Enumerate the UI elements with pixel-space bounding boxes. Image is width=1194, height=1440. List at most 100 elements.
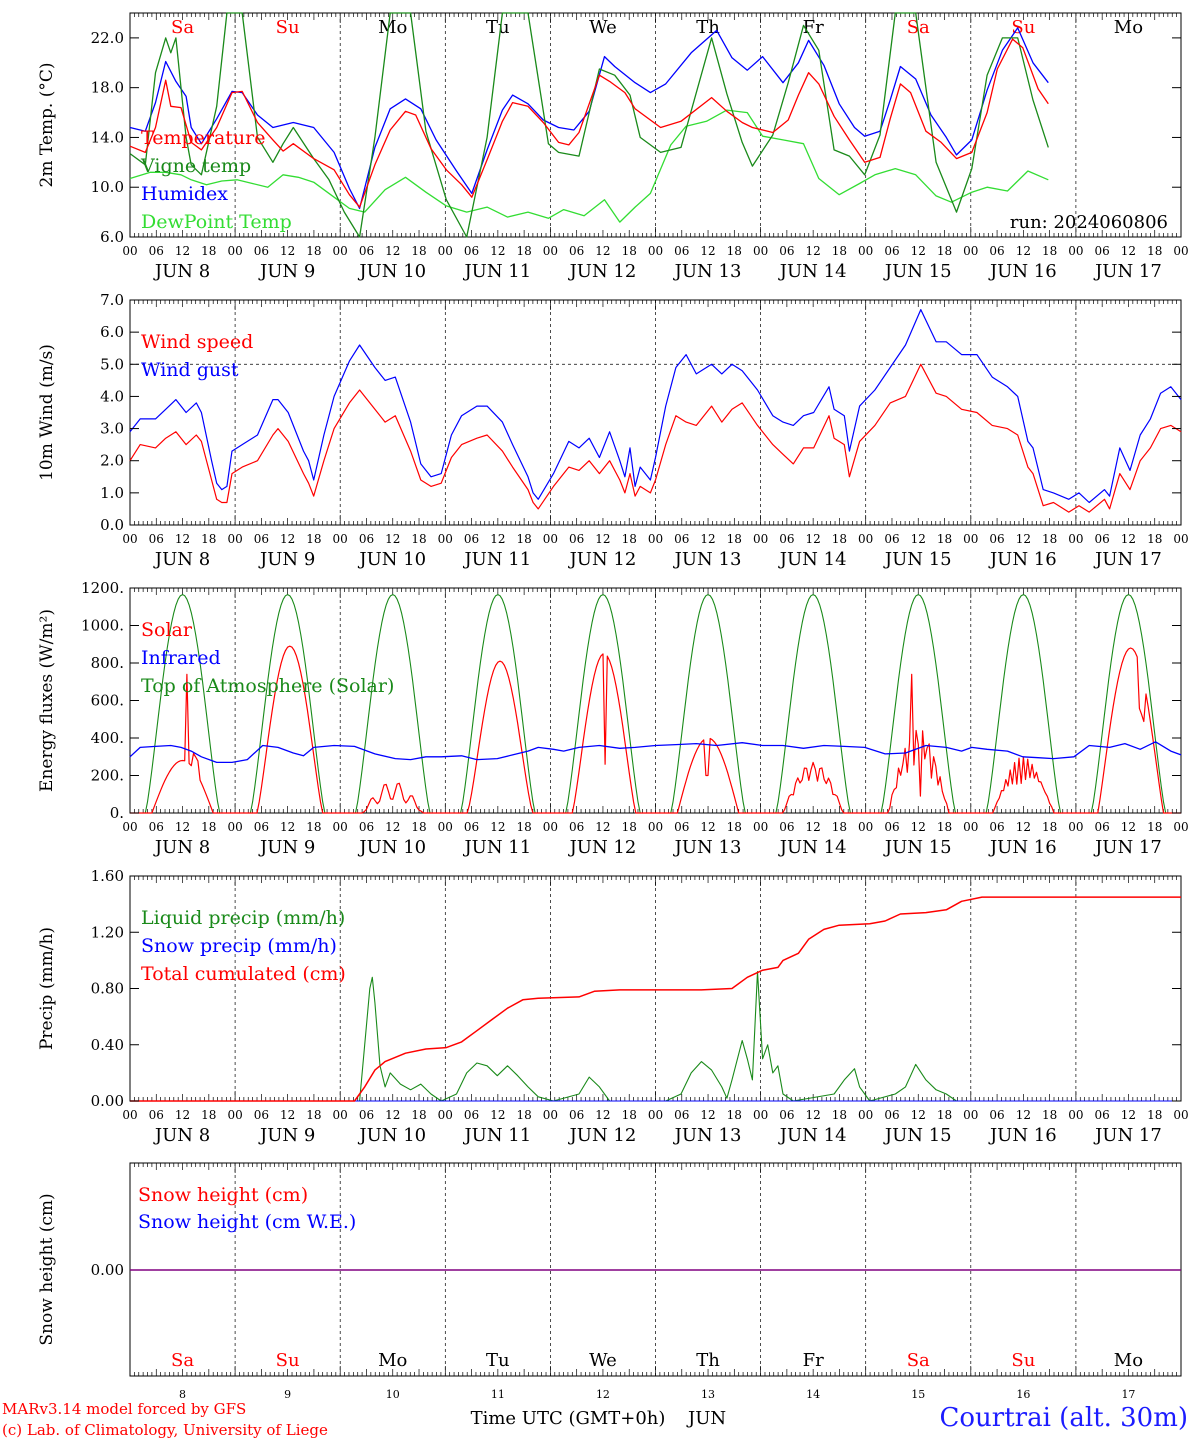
date-label: JUN 13 xyxy=(673,1125,742,1146)
y-tick-label: 1.60 xyxy=(91,867,124,885)
day-of-week-label: Tu xyxy=(486,1350,510,1371)
day-number-label: 13 xyxy=(701,1388,715,1401)
hour-tick-label: 06 xyxy=(464,1108,479,1122)
panel-4: 00 06 12 18 JUN 8 00 06 12 18 JUN 9 00 06 12 18 JUN 10… xyxy=(37,867,1189,1146)
date-label: JUN 14 xyxy=(778,837,847,858)
day-of-week-label: Fr xyxy=(803,17,824,38)
day-number-label: 9 xyxy=(284,1388,291,1401)
hour-tick-label: 18 xyxy=(937,244,952,258)
y-tick-label: 0. xyxy=(110,804,124,822)
hour-tick-label: 18 xyxy=(937,820,952,834)
hour-tick-label: 00 xyxy=(333,244,348,258)
hour-tick-label: 00 xyxy=(1068,1108,1083,1122)
hour-tick-label: 18 xyxy=(832,1108,847,1122)
hour-tick-label: 00 xyxy=(227,532,242,546)
hour-tick-label: 00 xyxy=(1173,532,1188,546)
hour-tick-label: 00 xyxy=(648,820,663,834)
hour-tick-label: 12 xyxy=(175,1108,190,1122)
hour-tick-label: 06 xyxy=(779,532,794,546)
hour-tick-label: 00 xyxy=(1068,244,1083,258)
hour-tick-label: 12 xyxy=(1121,244,1136,258)
hour-tick-label: 18 xyxy=(727,244,742,258)
hour-tick-label: 00 xyxy=(858,244,873,258)
y-tick-label: 10.0 xyxy=(91,178,124,196)
hour-tick-label: 06 xyxy=(884,820,899,834)
hour-tick-label: 12 xyxy=(700,820,715,834)
y-tick-label: 18.0 xyxy=(91,79,124,97)
panel-1: 00 06 12 18 JUN 8 00 06 12 18 JUN 9 00 06 12 18 JUN 10… xyxy=(37,12,1189,282)
hour-tick-label: 18 xyxy=(727,1108,742,1122)
hour-tick-label: 18 xyxy=(937,1108,952,1122)
date-label: JUN 14 xyxy=(778,1125,847,1146)
date-label: JUN 15 xyxy=(883,549,952,570)
date-label: JUN 12 xyxy=(568,1125,637,1146)
series-infrared xyxy=(129,741,1182,764)
y-tick-label: 1.0 xyxy=(100,484,124,502)
y-tick-label: 6.0 xyxy=(100,228,124,246)
hour-tick-label: 18 xyxy=(516,532,531,546)
series-total-cumulated xyxy=(130,896,1181,1102)
hour-tick-label: 12 xyxy=(490,1108,505,1122)
hour-tick-label: 00 xyxy=(648,532,663,546)
hour-tick-label: 18 xyxy=(516,820,531,834)
series-liquid-precip xyxy=(130,971,1181,1102)
hour-tick-label: 06 xyxy=(989,1108,1004,1122)
y-axis-label: Snow height (cm) xyxy=(37,1193,57,1345)
y-tick-label: 1200. xyxy=(81,579,124,597)
hour-tick-label: 00 xyxy=(963,820,978,834)
hour-tick-label: 12 xyxy=(911,820,926,834)
hour-tick-label: 00 xyxy=(543,532,558,546)
day-of-week-label: Mo xyxy=(1114,1350,1143,1371)
hour-tick-label: 18 xyxy=(1147,1108,1162,1122)
hour-tick-label: 00 xyxy=(753,244,768,258)
hour-tick-label: 06 xyxy=(779,1108,794,1122)
hour-tick-label: 18 xyxy=(1147,820,1162,834)
date-label: JUN 12 xyxy=(568,549,637,570)
hour-tick-label: 00 xyxy=(333,1108,348,1122)
run-annotation: run: 2024060806 xyxy=(1010,212,1168,233)
legend-top-of-atmosphere-solar-: Top of Atmosphere (Solar) xyxy=(141,675,394,697)
hour-tick-label: 06 xyxy=(464,532,479,546)
y-tick-label: 7.0 xyxy=(100,291,124,309)
date-label: JUN 13 xyxy=(673,837,742,858)
hour-tick-label: 12 xyxy=(1121,1108,1136,1122)
day-of-week-label: Sa xyxy=(171,1350,194,1371)
hour-tick-label: 00 xyxy=(1173,244,1188,258)
day-of-week-label: Sa xyxy=(907,1350,930,1371)
day-of-week-label: Th xyxy=(696,17,720,38)
date-label: JUN 15 xyxy=(883,1125,952,1146)
hour-tick-label: 18 xyxy=(832,820,847,834)
hour-tick-label: 18 xyxy=(727,532,742,546)
hour-tick-label: 00 xyxy=(1173,1108,1188,1122)
date-label: JUN 13 xyxy=(673,261,742,282)
hour-tick-label: 12 xyxy=(385,1108,400,1122)
hour-tick-label: 12 xyxy=(1121,532,1136,546)
hour-tick-label: 18 xyxy=(1042,1108,1057,1122)
hour-tick-label: 06 xyxy=(569,532,584,546)
hour-tick-label: 12 xyxy=(280,244,295,258)
day-of-week-label: Tu xyxy=(486,17,510,38)
legend-humidex: Humidex xyxy=(141,183,228,205)
date-label: JUN 11 xyxy=(462,837,531,858)
hour-tick-label: 12 xyxy=(385,820,400,834)
hour-tick-label: 12 xyxy=(175,244,190,258)
hour-tick-label: 06 xyxy=(254,820,269,834)
hour-tick-label: 06 xyxy=(1095,532,1110,546)
day-of-week-label: Su xyxy=(1011,17,1035,38)
hour-tick-label: 06 xyxy=(989,244,1004,258)
day-number-label: 14 xyxy=(806,1388,820,1401)
hour-tick-label: 06 xyxy=(359,820,374,834)
y-tick-label: 22.0 xyxy=(91,29,124,47)
hour-tick-label: 12 xyxy=(490,820,505,834)
hour-tick-label: 06 xyxy=(254,532,269,546)
day-of-week-label: Sa xyxy=(171,17,194,38)
hour-tick-label: 06 xyxy=(359,1108,374,1122)
hour-tick-label: 00 xyxy=(753,820,768,834)
date-label: JUN 10 xyxy=(357,837,426,858)
date-label: JUN 16 xyxy=(988,1125,1057,1146)
date-label: JUN 11 xyxy=(462,261,531,282)
hour-tick-label: 00 xyxy=(543,820,558,834)
panel-frame xyxy=(129,587,1182,814)
date-label: JUN 9 xyxy=(258,1125,315,1146)
date-label: JUN 9 xyxy=(258,261,315,282)
